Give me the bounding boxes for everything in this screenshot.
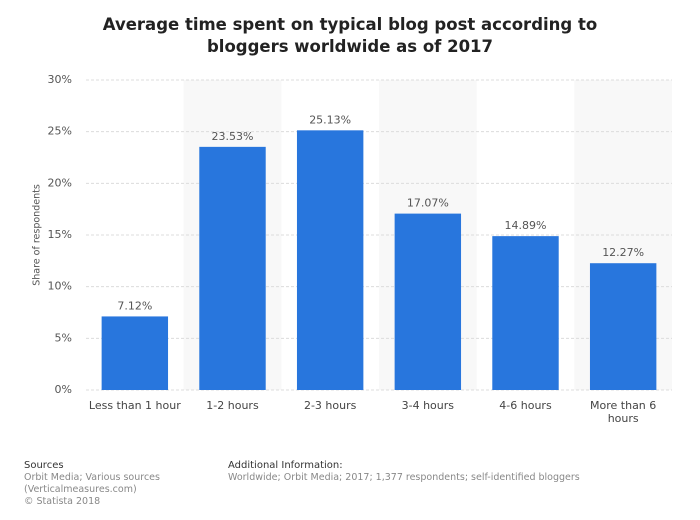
data-label: 7.12% — [117, 299, 152, 312]
y-tick-label: 30% — [48, 73, 72, 86]
x-tick-label: More than 6 hours — [590, 399, 657, 425]
x-tick-label-box: 3-4 hours — [401, 399, 455, 412]
x-tick-label-box: 2-3 hours — [303, 399, 357, 412]
x-tick-label: Less than 1 hour — [88, 399, 181, 412]
x-tick-label: 1-2 hours — [206, 399, 259, 412]
source-line: © Statista 2018 — [24, 496, 101, 507]
x-tick-label-box: Less than 1 hour — [88, 399, 181, 412]
y-tick-label: 5% — [55, 331, 72, 344]
bar — [296, 130, 364, 390]
y-tick-label: 10% — [48, 280, 72, 293]
source-line: Orbit Media; Various sources — [24, 472, 160, 483]
y-axis-label: Share of respondents — [32, 184, 43, 286]
y-tick-label: 20% — [48, 176, 72, 189]
chart-title: Average time spent on typical blog post … — [102, 15, 598, 56]
x-tick-label-box: More than 6 hours — [590, 399, 657, 425]
bar — [394, 213, 462, 390]
data-label: 14.89% — [505, 219, 547, 232]
x-tick-label-box: 4-6 hours — [499, 399, 552, 412]
additional-info: Additional Information: Worldwide; Orbit… — [228, 460, 580, 484]
x-tick-label: 2-3 hours — [303, 399, 357, 412]
data-label: 25.13% — [309, 113, 351, 126]
data-label: 23.53% — [212, 130, 254, 143]
source-line: (Verticalmeasures.com) — [24, 484, 137, 495]
y-tick-label: 25% — [48, 125, 72, 138]
x-tick-label: 3-4 hours — [401, 399, 455, 412]
bar — [199, 146, 266, 390]
info-title: Additional Information: — [228, 460, 343, 471]
y-tick-label: 15% — [48, 228, 72, 241]
data-label: 12.27% — [602, 246, 644, 259]
info-text: Worldwide; Orbit Media; 2017; 1,377 resp… — [228, 472, 580, 483]
bar — [589, 263, 657, 390]
data-label: 17.07% — [407, 197, 449, 210]
y-tick-label: 0% — [55, 383, 72, 396]
sources-title: Sources — [24, 460, 64, 471]
bar — [492, 236, 559, 390]
sources: Sources Orbit Media; Various sources (Ve… — [24, 460, 160, 508]
bar — [101, 316, 169, 390]
x-tick-label-box: 1-2 hours — [206, 399, 259, 412]
x-tick-label: 4-6 hours — [499, 399, 552, 412]
